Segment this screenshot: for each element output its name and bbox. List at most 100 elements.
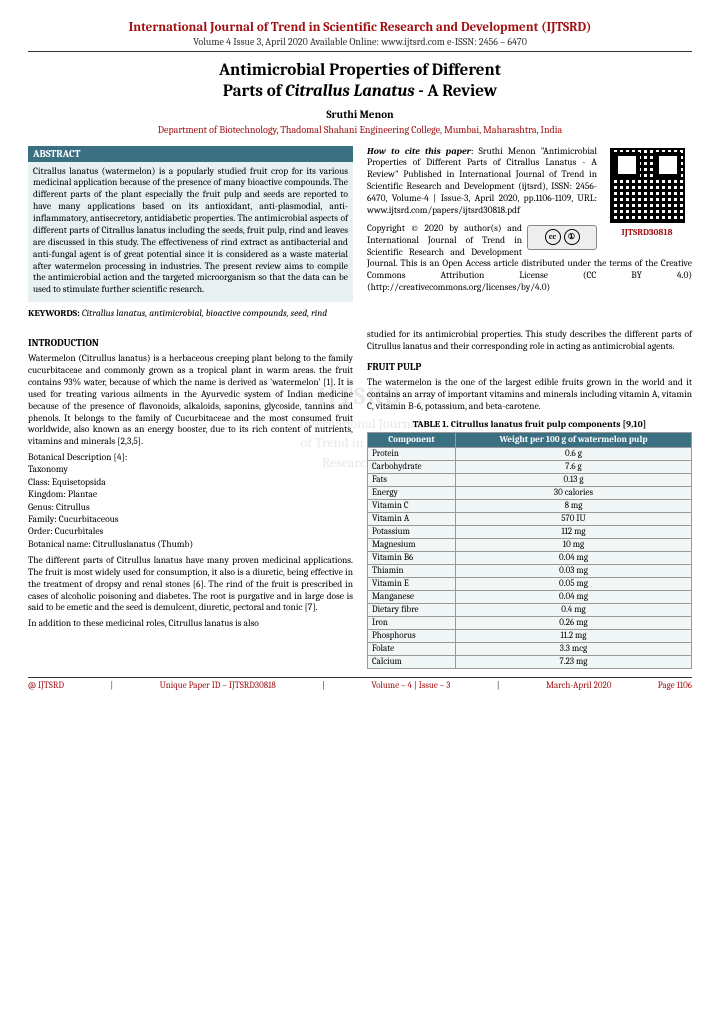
component-cell: Vitamin A xyxy=(368,512,456,525)
qr-code-icon xyxy=(610,148,685,223)
affiliation: Department of Biotechnology, Thadomal Sh… xyxy=(28,124,692,136)
how-to-cite: IJTSRD30818 How to cite this paper: Srut… xyxy=(367,146,692,217)
table-row: Energy30 calories xyxy=(368,486,692,499)
table-row: Calcium7.23 mg xyxy=(368,655,692,668)
value-cell: 3.3 mcg xyxy=(455,642,691,655)
component-cell: Energy xyxy=(368,486,456,499)
table-row: Fats0.13 g xyxy=(368,473,692,486)
table-col2: Weight per 100 g of watermelon pulp xyxy=(455,432,691,447)
fruit-pulp-p: The watermelon is the one of the largest… xyxy=(367,377,692,413)
table-row: Magnesium10 mg xyxy=(368,538,692,551)
taxon-row: Order: Cucurbitales xyxy=(28,526,353,538)
component-cell: Folate xyxy=(368,642,456,655)
table-row: Vitamin B60.04 mg xyxy=(368,551,692,564)
right-column: IJTSRD30818 How to cite this paper: Srut… xyxy=(367,146,692,320)
component-cell: Manganese xyxy=(368,590,456,603)
value-cell: 0.6 g xyxy=(455,447,691,460)
component-cell: Fats xyxy=(368,473,456,486)
intro-p3: In addition to these medicinal roles, Ci… xyxy=(28,618,353,630)
component-cell: Carbohydrate xyxy=(368,460,456,473)
value-cell: 7.23 mg xyxy=(455,655,691,668)
table-row: Potassium112 mg xyxy=(368,525,692,538)
value-cell: 8 mg xyxy=(455,499,691,512)
footer-date: March-April 2020 xyxy=(546,681,611,691)
taxon-row: Family: Cucurbitaceous xyxy=(28,514,353,526)
footer-page: Page 1106 xyxy=(658,681,692,691)
value-cell: 30 calories xyxy=(455,486,691,499)
table-row: Vitamin C8 mg xyxy=(368,499,692,512)
component-cell: Potassium xyxy=(368,525,456,538)
intro-p1: Watermelon (Citrullus lanatus) is a herb… xyxy=(28,353,353,448)
abstract-body: Citrallus lanatus (watermelon) is a popu… xyxy=(28,162,353,303)
value-cell: 0.4 mg xyxy=(455,603,691,616)
cc-badge-icon: cc① xyxy=(527,225,597,250)
page-header: International Journal of Trend in Scient… xyxy=(28,20,692,136)
value-cell: 570 IU xyxy=(455,512,691,525)
components-table: Component Weight per 100 g of watermelon… xyxy=(367,432,692,669)
page-footer: @ IJTSRD | Unique Paper ID – IJTSRD30818… xyxy=(28,677,692,691)
author-name: Sruthi Menon xyxy=(28,108,692,121)
component-cell: Protein xyxy=(368,447,456,460)
table-row: Dietary fibre0.4 mg xyxy=(368,603,692,616)
qr-block: IJTSRD30818 xyxy=(602,148,692,240)
paper-id: IJTSRD30818 xyxy=(602,228,692,239)
component-cell: Iron xyxy=(368,616,456,629)
value-cell: 10 mg xyxy=(455,538,691,551)
value-cell: 0.26 mg xyxy=(455,616,691,629)
table-row: Protein0.6 g xyxy=(368,447,692,460)
component-cell: Vitamin E xyxy=(368,577,456,590)
table-row: Thiamin0.03 mg xyxy=(368,564,692,577)
component-cell: Magnesium xyxy=(368,538,456,551)
journal-name: International Journal of Trend in Scient… xyxy=(28,20,692,35)
keywords-label: KEYWORDS: xyxy=(28,308,80,319)
component-cell: Thiamin xyxy=(368,564,456,577)
table-row: Folate3.3 mcg xyxy=(368,642,692,655)
value-cell: 0.04 mg xyxy=(455,551,691,564)
header-rule xyxy=(28,51,692,52)
table-row: Vitamin E0.05 mg xyxy=(368,577,692,590)
value-cell: 0.04 mg xyxy=(455,590,691,603)
fruit-pulp-head: FRUIT PULP xyxy=(367,361,692,373)
intro-p3b: studied for its antimicrobial properties… xyxy=(367,329,692,353)
component-cell: Phosphorus xyxy=(368,629,456,642)
keywords: KEYWORDS: Citrallus lanatus, antimicrobi… xyxy=(28,308,353,319)
taxon-head: Botanical Description [4]: xyxy=(28,452,353,464)
component-cell: Vitamin B6 xyxy=(368,551,456,564)
table-row: Manganese0.04 mg xyxy=(368,590,692,603)
body-left: INTRODUCTION Watermelon (Citrullus lanat… xyxy=(28,329,353,668)
volume-line: Volume 4 Issue 3, April 2020 Available O… xyxy=(28,36,692,48)
footer-paperid: Unique Paper ID – IJTSRD30818 xyxy=(160,681,276,691)
table-row: Carbohydrate7.6 g xyxy=(368,460,692,473)
value-cell: 11.2 mg xyxy=(455,629,691,642)
component-cell: Dietary fibre xyxy=(368,603,456,616)
taxon-row: Botanical name: Citrulluslanatus (Thumb) xyxy=(28,539,353,551)
table-col1: Component xyxy=(368,432,456,447)
keywords-text: Citrallus lanatus, antimicrobial, bioact… xyxy=(80,308,327,319)
table-row: Vitamin A570 IU xyxy=(368,512,692,525)
component-cell: Vitamin C xyxy=(368,499,456,512)
howcite-lead: How to cite this paper xyxy=(367,146,471,157)
taxon-row: Class: Equisetopsida xyxy=(28,477,353,489)
taxon-row: Taxonomy xyxy=(28,464,353,476)
taxonomy-block: Botanical Description [4]: Taxonomy Clas… xyxy=(28,452,353,551)
footer-vol: Volume – 4 | Issue – 3 xyxy=(371,681,450,691)
value-cell: 7.6 g xyxy=(455,460,691,473)
table-row: Iron0.26 mg xyxy=(368,616,692,629)
value-cell: 112 mg xyxy=(455,525,691,538)
intro-p2: The different parts of Citrullus lanatus… xyxy=(28,555,353,614)
footer-handle: @ IJTSRD xyxy=(28,681,64,691)
component-cell: Calcium xyxy=(368,655,456,668)
value-cell: 0.03 mg xyxy=(455,564,691,577)
title-line-2: Parts of Citrallus Lanatus - A Review xyxy=(223,82,497,101)
abstract-head: ABSTRACT xyxy=(28,146,353,162)
paper-title: Antimicrobial Properties of Different Pa… xyxy=(28,60,692,103)
table-caption: TABLE 1. Citrullus lanatus fruit pulp co… xyxy=(367,419,692,430)
title-line-1: Antimicrobial Properties of Different xyxy=(219,61,501,80)
taxon-row: Genus: Citrullus xyxy=(28,502,353,514)
value-cell: 0.05 mg xyxy=(455,577,691,590)
taxon-row: Kingdom: Plantae xyxy=(28,489,353,501)
abstract-text: Citrallus lanatus (watermelon) is a popu… xyxy=(33,166,348,296)
table-row: Phosphorus11.2 mg xyxy=(368,629,692,642)
left-column: ABSTRACT Citrallus lanatus (watermelon) … xyxy=(28,146,353,320)
value-cell: 0.13 g xyxy=(455,473,691,486)
